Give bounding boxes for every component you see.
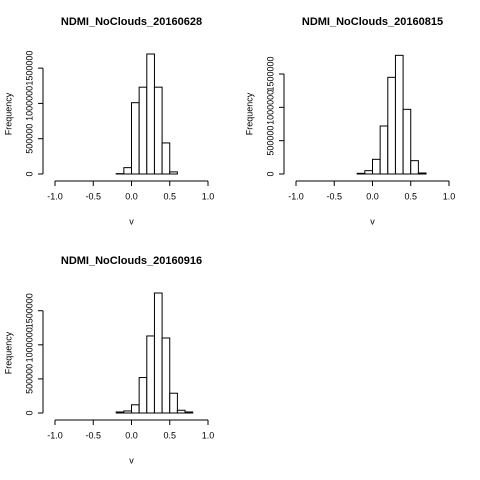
bar: [169, 392, 178, 414]
y-tick-label: 1000000: [265, 90, 275, 125]
y-axis-label: Frequency: [3, 92, 13, 135]
x-tick-label: 1.0: [443, 191, 456, 201]
y-tick-label: 1000000: [24, 327, 34, 362]
y-axis-label: Frequency: [244, 92, 254, 135]
x-tick-label: -0.5: [326, 191, 342, 201]
bar: [153, 86, 163, 175]
x-tick-label: 0.5: [404, 191, 417, 201]
bar: [138, 377, 148, 414]
bar: [161, 142, 171, 175]
bar: [123, 410, 132, 414]
chart-title: NDMI_NoClouds_20160916: [61, 255, 202, 267]
x-tick-label: 0.0: [125, 191, 138, 201]
y-tick-label: 500000: [24, 124, 34, 154]
y-tick-label: 500000: [24, 364, 34, 394]
x-tick-label: -1.0: [288, 191, 304, 201]
y-tick-label: 0: [265, 171, 275, 176]
x-tick-label: 1.0: [202, 430, 215, 440]
bar: [410, 160, 419, 175]
bar: [402, 108, 412, 175]
x-tick-label: -0.5: [85, 191, 101, 201]
bar: [138, 86, 148, 175]
x-axis-label: v: [370, 216, 375, 226]
x-tick-label: 1.0: [202, 191, 215, 201]
bar: [387, 76, 396, 175]
bar: [379, 125, 389, 175]
chart-title: NDMI_NoClouds_20160815: [302, 16, 443, 28]
y-tick-label: 1000000: [24, 86, 34, 121]
y-tick-label: 0: [24, 171, 34, 176]
bar: [176, 409, 186, 414]
y-tick-label: 1500000: [24, 293, 34, 328]
bar: [131, 102, 140, 175]
bar: [364, 170, 373, 175]
bar: [394, 54, 404, 175]
bar: [372, 158, 381, 175]
y-tick-label: 1500000: [265, 56, 275, 91]
y-axis-label: Frequency: [3, 331, 13, 374]
bar: [184, 411, 194, 414]
bar: [153, 292, 163, 414]
bar: [146, 335, 155, 414]
bar: [131, 404, 140, 414]
y-tick-label: 500000: [265, 126, 275, 156]
y-tick-label: 1500000: [24, 51, 34, 86]
x-tick-label: 0.5: [163, 430, 176, 440]
bar: [123, 167, 132, 175]
bar: [115, 411, 125, 414]
bar: [169, 171, 178, 175]
chart-title: NDMI_NoClouds_20160628: [61, 16, 202, 28]
x-tick-label: 0.0: [125, 430, 138, 440]
bar: [417, 172, 427, 175]
bar: [161, 337, 171, 414]
y-tick-label: 0: [24, 410, 34, 415]
x-tick-label: -1.0: [47, 191, 63, 201]
bar: [146, 53, 155, 175]
x-tick-label: 0.5: [163, 191, 176, 201]
x-tick-label: 0.0: [366, 191, 379, 201]
x-tick-label: -0.5: [85, 430, 101, 440]
x-axis-label: v: [129, 216, 134, 226]
x-axis-label: v: [129, 455, 134, 465]
x-tick-label: -1.0: [47, 430, 63, 440]
bar: [356, 172, 366, 175]
